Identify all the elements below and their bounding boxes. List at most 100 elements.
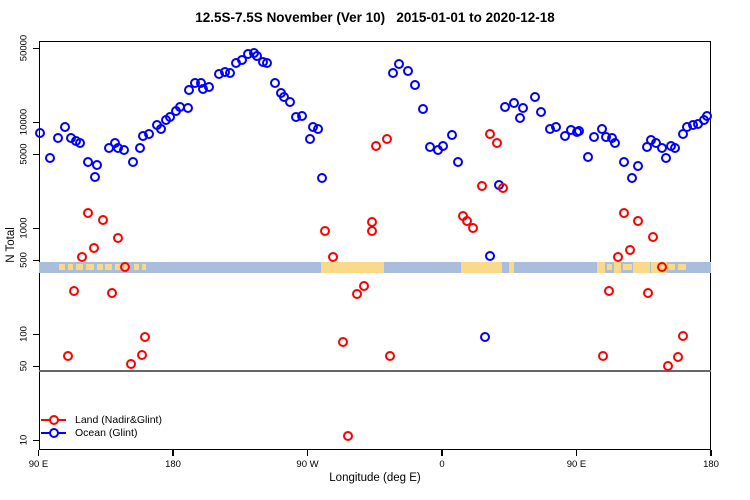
ocean-data-point bbox=[182, 102, 193, 113]
land-data-point bbox=[136, 349, 147, 360]
land-data-point bbox=[69, 286, 80, 297]
ocean-data-point bbox=[91, 160, 102, 171]
land-patch-speckle bbox=[105, 263, 112, 270]
land-data-point bbox=[320, 226, 331, 237]
ocean-data-point bbox=[52, 133, 63, 144]
y-axis-title: N Total bbox=[5, 227, 17, 263]
ocean-data-point bbox=[45, 153, 56, 164]
land-data-point bbox=[366, 216, 377, 227]
x-tick bbox=[172, 450, 174, 456]
land-patch-speckle bbox=[678, 263, 686, 270]
ocean-data-point bbox=[387, 67, 398, 78]
land-patch bbox=[461, 261, 502, 274]
y-tick-label: 500 bbox=[18, 252, 29, 269]
land-data-point bbox=[662, 361, 673, 372]
x-tick-label: 180 bbox=[703, 459, 719, 470]
land-patch-speckle bbox=[96, 263, 103, 270]
land-patch-speckle bbox=[75, 263, 84, 270]
ocean-data-point bbox=[305, 133, 316, 144]
land-data-point bbox=[139, 332, 150, 343]
ocean-data-point bbox=[529, 92, 540, 103]
legend-item-land: Land (Nadir&Glint) bbox=[41, 413, 162, 426]
land-patch-speckle bbox=[607, 263, 613, 270]
land-data-point bbox=[120, 262, 131, 273]
land-data-point bbox=[604, 286, 615, 297]
reference-line bbox=[38, 370, 711, 372]
land-patch bbox=[320, 261, 384, 274]
y-tick bbox=[32, 227, 39, 229]
land-data-point bbox=[477, 181, 488, 192]
land-data-point bbox=[632, 216, 643, 227]
ocean-data-point bbox=[262, 58, 273, 69]
ocean-data-point bbox=[156, 123, 167, 134]
y-tick bbox=[32, 153, 39, 155]
land-patch bbox=[597, 261, 605, 274]
land-data-point bbox=[643, 288, 654, 299]
ocean-data-point bbox=[203, 82, 214, 93]
ocean-data-point bbox=[417, 104, 428, 115]
land-patch-speckle bbox=[68, 263, 73, 270]
x-tick-label: 90 E bbox=[566, 459, 587, 470]
ocean-data-point bbox=[75, 137, 86, 148]
ocean-data-point bbox=[535, 107, 546, 118]
ocean-data-point bbox=[574, 125, 585, 136]
ocean-data-point bbox=[701, 110, 712, 121]
land-patch-speckle bbox=[59, 263, 66, 270]
land-data-point bbox=[63, 351, 74, 362]
land-patch bbox=[613, 261, 622, 274]
land-data-point bbox=[598, 350, 609, 361]
land-data-point bbox=[673, 352, 684, 363]
land-patch bbox=[508, 261, 515, 274]
ocean-data-point bbox=[583, 152, 594, 163]
land-data-point bbox=[468, 222, 479, 233]
ocean-data-point bbox=[589, 132, 600, 143]
land-patch-speckle bbox=[622, 263, 632, 270]
land-data-point bbox=[677, 331, 688, 342]
ocean-data-point bbox=[410, 79, 421, 90]
land-data-point bbox=[381, 134, 392, 145]
land-patch bbox=[633, 261, 650, 274]
x-tick-label: 90 W bbox=[296, 459, 319, 470]
land-data-point bbox=[351, 288, 362, 299]
ocean-data-point bbox=[661, 153, 672, 164]
land-data-point bbox=[647, 231, 658, 242]
ocean-data-point bbox=[550, 121, 561, 132]
land-data-point bbox=[338, 336, 349, 347]
x-tick bbox=[710, 450, 712, 456]
y-tick bbox=[32, 47, 39, 49]
ocean-data-point bbox=[118, 144, 129, 155]
land-data-point bbox=[498, 182, 509, 193]
ocean-circle-icon bbox=[48, 427, 59, 438]
ocean-data-point bbox=[144, 128, 155, 139]
ocean-data-point bbox=[402, 65, 413, 76]
land-data-point bbox=[384, 351, 395, 362]
ocean-data-point bbox=[626, 173, 637, 184]
land-data-point bbox=[492, 137, 503, 148]
ocean-data-point bbox=[480, 331, 491, 342]
land-data-point bbox=[359, 280, 370, 291]
land-data-point bbox=[126, 359, 137, 370]
ocean-data-point bbox=[296, 110, 307, 121]
ocean-data-point bbox=[135, 143, 146, 154]
ocean-data-point bbox=[484, 250, 495, 261]
land-data-point bbox=[462, 216, 473, 227]
chart-title: 12.5S-7.5S November (Ver 10) 2015-01-01 … bbox=[195, 10, 555, 25]
land-data-point bbox=[342, 430, 353, 441]
land-data-point bbox=[112, 233, 123, 243]
y-tick bbox=[32, 259, 39, 261]
legend-label-ocean: Ocean (Glint) bbox=[75, 426, 138, 439]
y-tick-label: 5000 bbox=[18, 143, 29, 165]
y-tick bbox=[32, 365, 39, 367]
ocean-data-point bbox=[269, 77, 280, 88]
x-tick bbox=[441, 450, 443, 456]
ocean-data-point bbox=[312, 123, 323, 134]
land-patch-speckle bbox=[668, 263, 676, 270]
y-tick-label: 10000 bbox=[18, 109, 29, 136]
y-tick-label: 10 bbox=[18, 435, 29, 446]
land-data-point bbox=[76, 252, 87, 263]
y-tick-label: 50 bbox=[18, 360, 29, 372]
ocean-data-point bbox=[165, 112, 175, 123]
land-data-point bbox=[82, 208, 93, 219]
legend-item-ocean: Ocean (Glint) bbox=[41, 426, 162, 439]
